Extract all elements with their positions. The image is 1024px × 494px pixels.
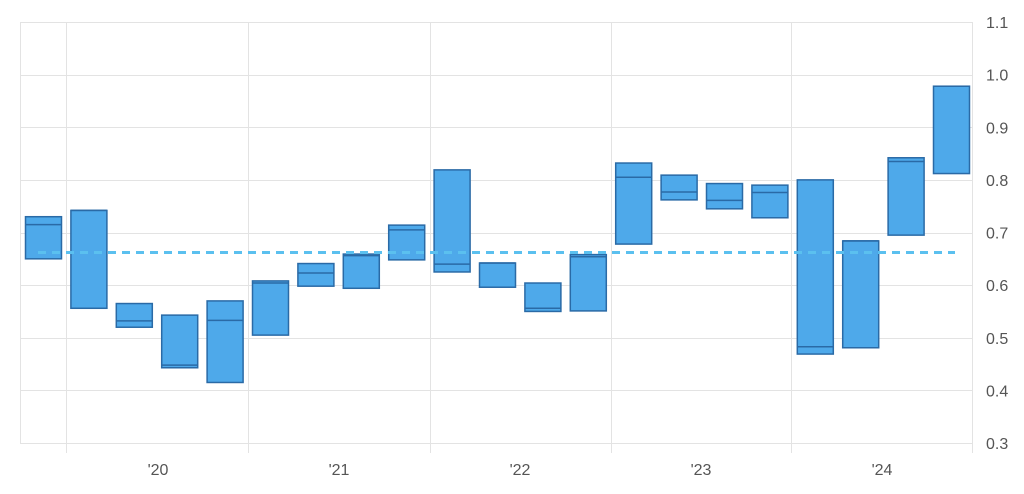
box-16[interactable] — [751, 184, 789, 219]
y-tick-labels: 0.3 0.4 0.5 0.6 0.7 0.8 0.9 1.0 1.1 — [986, 15, 1008, 453]
box-body-12 — [569, 253, 608, 312]
y-tick-label-6: 0.9 — [986, 120, 1008, 137]
box-18[interactable] — [841, 240, 880, 349]
box-body-17 — [796, 179, 835, 355]
box-body-9 — [433, 169, 471, 273]
box-body-10 — [478, 262, 517, 288]
box-body-19 — [887, 157, 925, 236]
box-body-7 — [342, 253, 381, 290]
x-tick-label-2: '22 — [510, 462, 531, 479]
box-2[interactable] — [115, 302, 154, 328]
y-tick-label-7: 1.0 — [986, 68, 1008, 85]
box-5[interactable] — [251, 280, 290, 336]
box-20[interactable] — [932, 85, 971, 175]
box-body-4 — [206, 300, 244, 384]
box-12[interactable] — [569, 253, 608, 312]
box-body-3 — [160, 314, 199, 369]
box-14[interactable] — [660, 174, 698, 201]
y-tick-label-0: 0.3 — [986, 436, 1008, 453]
box-4[interactable] — [206, 300, 244, 384]
box-15[interactable] — [705, 182, 744, 210]
box-body-15 — [705, 182, 744, 210]
y-tick-label-8: 1.1 — [986, 15, 1008, 32]
x-tick-label-4: '24 — [872, 462, 893, 479]
box-body-8 — [387, 224, 426, 261]
box-body-14 — [660, 174, 698, 201]
box-body-2 — [115, 302, 154, 328]
x-tick-label-1: '21 — [329, 462, 350, 479]
box-11[interactable] — [524, 282, 562, 313]
box-body-16 — [751, 184, 789, 219]
x-tick-label-0: '20 — [148, 462, 169, 479]
box-3[interactable] — [160, 314, 199, 369]
box-6[interactable] — [297, 262, 335, 287]
box-body-18 — [841, 240, 880, 349]
box-body-20 — [932, 85, 971, 175]
box-7[interactable] — [342, 253, 381, 290]
box-8[interactable] — [387, 224, 426, 261]
y-tick-label-3: 0.6 — [986, 278, 1008, 295]
box-body-1 — [70, 209, 108, 310]
y-tick-label-2: 0.5 — [986, 331, 1008, 348]
boxes — [24, 85, 971, 384]
x-tick-label-3: '23 — [691, 462, 712, 479]
box-body-11 — [524, 282, 562, 313]
box-body-6 — [297, 262, 335, 287]
box-9[interactable] — [433, 169, 471, 273]
y-tick-label-5: 0.8 — [986, 173, 1008, 190]
box-body-5 — [251, 280, 290, 336]
box-17[interactable] — [796, 179, 835, 355]
y-tick-label-4: 0.7 — [986, 226, 1008, 243]
box-10[interactable] — [478, 262, 517, 288]
box-1[interactable] — [70, 209, 108, 310]
box-19[interactable] — [887, 157, 925, 236]
box-body-13 — [614, 162, 653, 245]
y-tick-label-1: 0.4 — [986, 383, 1008, 400]
x-tick-labels: '20 '21 '22 '23 '24 — [148, 462, 893, 479]
box-13[interactable] — [614, 162, 653, 245]
